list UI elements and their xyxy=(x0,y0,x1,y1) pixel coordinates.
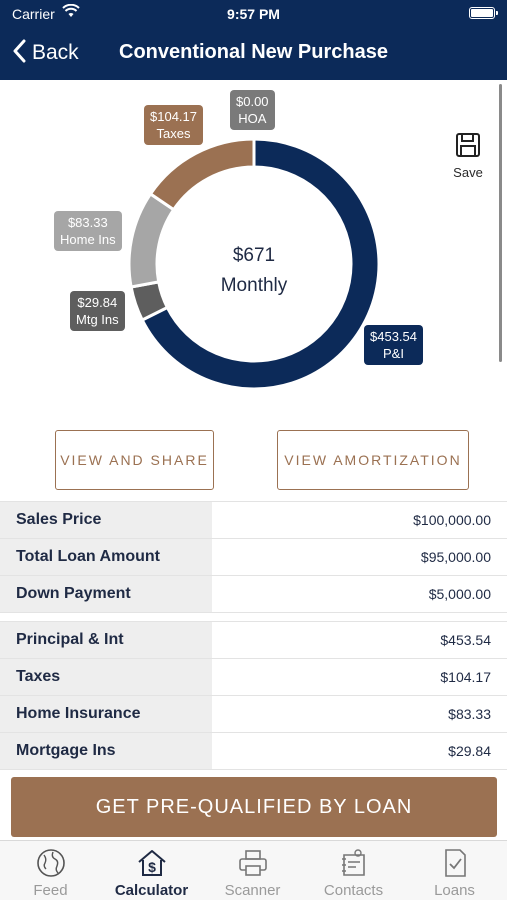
loan-summary-table: Sales Price $100,000.00 Total Loan Amoun… xyxy=(0,501,507,613)
callout-home-ins: $83.33 Home Ins xyxy=(54,211,122,251)
table-row: Home Insurance $83.33 xyxy=(0,696,507,733)
callout-mtg-ins-name: Mtg Ins xyxy=(76,312,119,327)
house-dollar-icon: $ xyxy=(136,847,168,879)
clock: 9:57 PM xyxy=(227,6,280,22)
row-label: Down Payment xyxy=(0,576,212,612)
row-label: Taxes xyxy=(0,659,212,695)
row-label: Total Loan Amount xyxy=(0,539,212,575)
back-button[interactable]: Back xyxy=(12,38,79,68)
tab-contacts[interactable]: Contacts xyxy=(303,841,404,900)
donut-center-label: Monthly xyxy=(221,275,288,296)
callout-pi-name: P&I xyxy=(383,346,404,361)
tab-calculator[interactable]: $ Calculator xyxy=(101,841,202,900)
row-value: $95,000.00 xyxy=(420,549,491,565)
row-label: Mortgage Ins xyxy=(0,733,212,769)
donut-center-value: $671 xyxy=(233,245,275,266)
checked-document-icon xyxy=(439,847,471,879)
row-label: Home Insurance xyxy=(0,696,212,732)
callout-mtg-ins: $29.84 Mtg Ins xyxy=(70,291,125,331)
tab-feed-label: Feed xyxy=(33,882,68,899)
donut-slice-taxes[interactable] xyxy=(148,137,256,212)
tab-scanner-label: Scanner xyxy=(224,882,281,899)
tab-loans[interactable]: Loans xyxy=(404,841,505,900)
status-bar: Carrier 9:57 PM xyxy=(0,0,507,28)
floppy-disk-icon xyxy=(455,133,481,162)
table-row: Principal & Int $453.54 xyxy=(0,622,507,659)
get-pre-qualified-button[interactable]: GET PRE-QUALIFIED BY LOAN xyxy=(11,777,497,837)
page-title: Conventional New Purchase xyxy=(119,41,388,63)
table-row: Down Payment $5,000.00 xyxy=(0,576,507,613)
printer-icon xyxy=(237,847,269,879)
callout-taxes-value: $104.17 xyxy=(150,109,197,124)
chevron-left-icon xyxy=(12,39,26,68)
row-value: $100,000.00 xyxy=(413,512,491,528)
svg-text:$: $ xyxy=(148,859,156,875)
callout-hoa-value: $0.00 xyxy=(236,94,269,109)
row-value: $29.84 xyxy=(448,743,491,759)
callout-taxes-name: Taxes xyxy=(156,126,191,141)
callout-hoa: $0.00 HOA xyxy=(230,90,275,130)
tab-loans-label: Loans xyxy=(434,882,475,899)
donut-chart: $671 Monthly xyxy=(127,137,381,391)
navigation-bar: Back Conventional New Purchase xyxy=(0,28,507,80)
table-row: Total Loan Amount $95,000.00 xyxy=(0,539,507,576)
tab-feed[interactable]: Feed xyxy=(0,841,101,900)
row-value: $5,000.00 xyxy=(428,586,491,602)
table-row: Sales Price $100,000.00 xyxy=(0,502,507,539)
battery-icon xyxy=(469,7,498,19)
row-value: $104.17 xyxy=(440,669,491,685)
scroll-indicator[interactable] xyxy=(499,84,502,362)
tab-calculator-label: Calculator xyxy=(114,882,189,899)
row-label: Sales Price xyxy=(0,502,212,538)
carrier-label: Carrier xyxy=(12,6,55,22)
row-value: $453.54 xyxy=(440,632,491,648)
tab-contacts-label: Contacts xyxy=(323,882,384,899)
row-label: Principal & Int xyxy=(0,622,212,658)
row-value: $83.33 xyxy=(448,706,491,722)
back-label: Back xyxy=(32,41,79,64)
payment-breakdown-chart: $671 Monthly $104.17 Taxes $0.00 HOA $83.… xyxy=(0,80,507,420)
callout-hoa-name: HOA xyxy=(238,111,267,126)
save-button[interactable]: Save xyxy=(450,132,486,180)
tab-bar: Feed $ Calculator Scanner xyxy=(0,840,507,900)
globe-icon xyxy=(35,847,67,879)
save-label: Save xyxy=(453,165,483,180)
contact-card-icon xyxy=(338,847,370,879)
callout-home-ins-value: $83.33 xyxy=(67,215,108,230)
payment-breakdown-table: Principal & Int $453.54 Taxes $104.17 Ho… xyxy=(0,621,507,770)
view-amortization-button[interactable]: VIEW AMORTIZATION xyxy=(277,430,469,490)
callout-home-ins-name: Home Ins xyxy=(60,232,116,247)
table-row: Mortgage Ins $29.84 xyxy=(0,733,507,770)
view-and-share-button[interactable]: VIEW AND SHARE xyxy=(55,430,214,490)
callout-taxes: $104.17 Taxes xyxy=(144,105,203,145)
donut-slice-p-i[interactable] xyxy=(140,137,381,391)
table-row: Taxes $104.17 xyxy=(0,659,507,696)
wifi-icon xyxy=(62,3,80,21)
callout-pi-value: $453.54 xyxy=(370,329,417,344)
donut-slice-home-ins[interactable] xyxy=(127,191,176,289)
callout-principal-interest: $453.54 P&I xyxy=(364,325,423,365)
tab-scanner[interactable]: Scanner xyxy=(202,841,303,900)
callout-mtg-ins-value: $29.84 xyxy=(77,295,118,310)
